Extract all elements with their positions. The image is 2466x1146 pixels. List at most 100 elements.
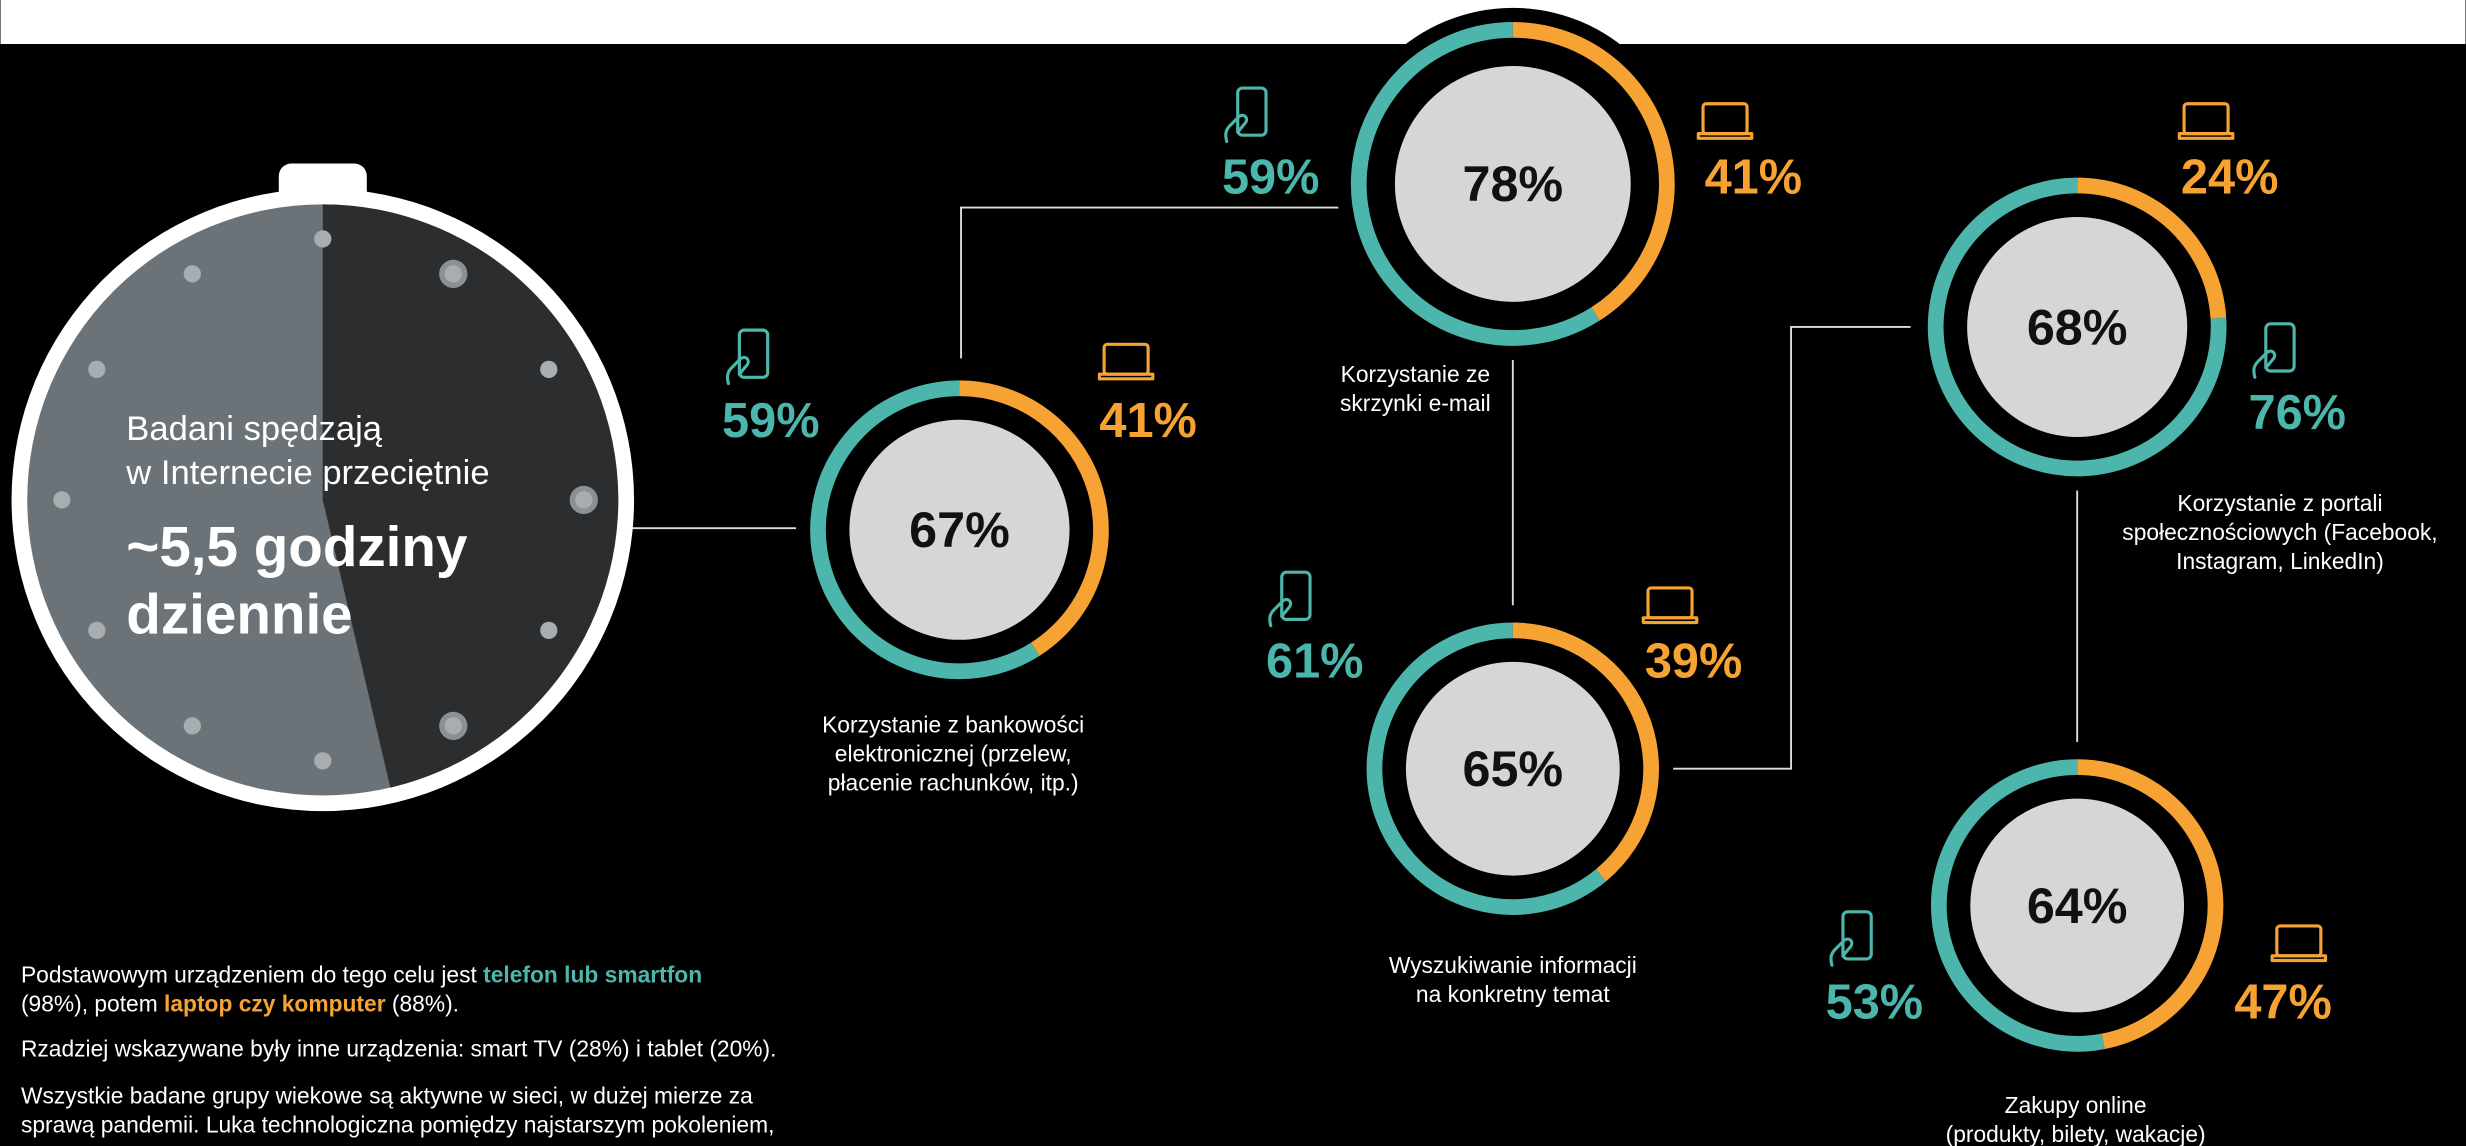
phone-body [737, 328, 770, 379]
laptop-base [2270, 954, 2328, 963]
note-emphasis: telefon lub smartfon [483, 962, 702, 988]
phone-body [1280, 570, 1312, 621]
center-value: 78% [1462, 155, 1563, 212]
phone-value: 59% [1222, 150, 1320, 204]
clock-dot [183, 265, 201, 283]
caption: Korzystanie z portali [2177, 490, 2382, 516]
phone-body [1841, 910, 1873, 961]
clock-dot [575, 491, 593, 509]
clock-text: w Internecie przeciętnie [125, 454, 489, 492]
clock-dot [444, 265, 462, 283]
center-disc [849, 419, 1070, 640]
caption: Korzystanie ze [1341, 361, 1490, 387]
phone-value: 53% [1826, 976, 1924, 1030]
phone-hand [725, 355, 750, 386]
caption: na konkretny temat [1416, 981, 1610, 1007]
laptop-arc [1512, 622, 1659, 882]
laptop-base [1696, 132, 1754, 140]
caption: elektronicznej (przelew, [835, 741, 1072, 767]
phone-icon [2252, 322, 2296, 379]
caption: Instagram, LinkedIn) [2176, 548, 2384, 574]
clock-dot [88, 360, 106, 379]
note-text: sprawą pandemii. Luka technologiczna pom… [21, 1112, 774, 1138]
phone-hand [1224, 113, 1249, 144]
clock-dot [540, 360, 558, 379]
center-value: 67% [909, 501, 1010, 558]
caption: Korzystanie z bankowości [822, 712, 1084, 738]
phone-arc [1366, 622, 1606, 915]
note-emphasis: laptop czy komputer [164, 991, 386, 1017]
clock-dots [53, 230, 598, 770]
laptop-value: 41% [1099, 394, 1197, 448]
center-disc [1394, 66, 1631, 302]
caption: Zakupy online [2005, 1092, 2147, 1118]
laptop-icon [1641, 586, 1699, 625]
laptop-icon [1696, 102, 1754, 140]
donuts: 67% 59% 41% Korzystanie z bankowości elektro… [722, 7, 2438, 1146]
center-disc [1970, 798, 2185, 1013]
caption: społecznościowych (Facebook, [2122, 519, 2437, 545]
caption: Wyszukiwanie informacji [1389, 952, 1637, 978]
clock-dot [540, 621, 558, 640]
caption: płacenie rachunków, itp.) [828, 770, 1079, 796]
laptop-value: 24% [2181, 150, 2279, 204]
note-line: sprawą pandemii. Luka technologiczna pom… [21, 1112, 774, 1138]
caption: skrzynki e-mail [1340, 390, 1491, 416]
note-text: (98%), potem [21, 991, 164, 1017]
phone-arc [1931, 759, 2105, 1052]
notes: Podstawowym urządzeniem do tego celu jes… [21, 962, 776, 1138]
clock-dot [88, 621, 106, 640]
phone-arc [810, 380, 1040, 680]
clock-headline: dziennie [126, 583, 352, 646]
laptop-base [1641, 616, 1699, 625]
note-line: Podstawowym urządzeniem do tego celu jes… [21, 962, 702, 988]
clock-text: Badani spędzają [126, 410, 382, 448]
phone-body [1236, 86, 1268, 137]
phone-icon [725, 328, 770, 386]
phone-arc [1350, 22, 1600, 346]
phone-hand [2252, 349, 2277, 379]
laptop-arc [2077, 759, 2224, 1050]
laptop-base [1097, 372, 1155, 381]
clock-sector [322, 204, 619, 788]
note-line: (98%), potem laptop czy komputer (88%). [21, 991, 459, 1017]
note-text: Rzadziej wskazywane były inne urządzenia… [21, 1035, 776, 1061]
note-text: (88%). [386, 991, 459, 1017]
laptop-value: 41% [1705, 150, 1803, 204]
note-line: Wszystkie badane grupy wiekowe są aktywn… [21, 1083, 753, 1109]
center-disc [1967, 216, 2188, 438]
clock-dot [314, 752, 332, 770]
clock-dot [183, 717, 201, 735]
note-text: Podstawowym urządzeniem do tego celu jes… [21, 962, 483, 988]
caption: (produkty, bilety, wakacje) [1946, 1121, 2206, 1146]
connector [1671, 326, 1911, 770]
clock-dot [444, 717, 462, 735]
phone-hand [1829, 937, 1854, 967]
laptop-icon [1097, 342, 1155, 381]
phone-icon [1268, 570, 1312, 628]
connectors [629, 206, 2079, 770]
phone-value: 76% [2248, 386, 2346, 440]
clock-headline: ~5,5 godziny [126, 515, 468, 578]
laptop-icon [2177, 102, 2235, 140]
center-value: 68% [2027, 298, 2128, 355]
phone-value: 59% [722, 394, 820, 448]
phone-hand [1268, 597, 1293, 628]
center-value: 64% [2027, 877, 2128, 934]
center-disc [1405, 661, 1620, 876]
center-value: 65% [1462, 740, 1563, 797]
phone-value: 61% [1266, 635, 1364, 689]
note-line: Rzadziej wskazywane były inne urządzenia… [21, 1035, 776, 1061]
top-band [0, 0, 2466, 45]
laptop-arc [2077, 177, 2227, 319]
phone-arc [1927, 177, 2227, 477]
laptop-arc [1512, 22, 1675, 321]
clock-dot [53, 491, 71, 509]
clock: Badani spędzają w Internecie przeciętnie… [11, 163, 635, 812]
laptop-arc [959, 380, 1109, 656]
note-text: Wszystkie badane grupy wiekowe są aktywn… [21, 1083, 753, 1109]
phone-icon [1829, 910, 1873, 967]
phone-body [2264, 322, 2296, 373]
